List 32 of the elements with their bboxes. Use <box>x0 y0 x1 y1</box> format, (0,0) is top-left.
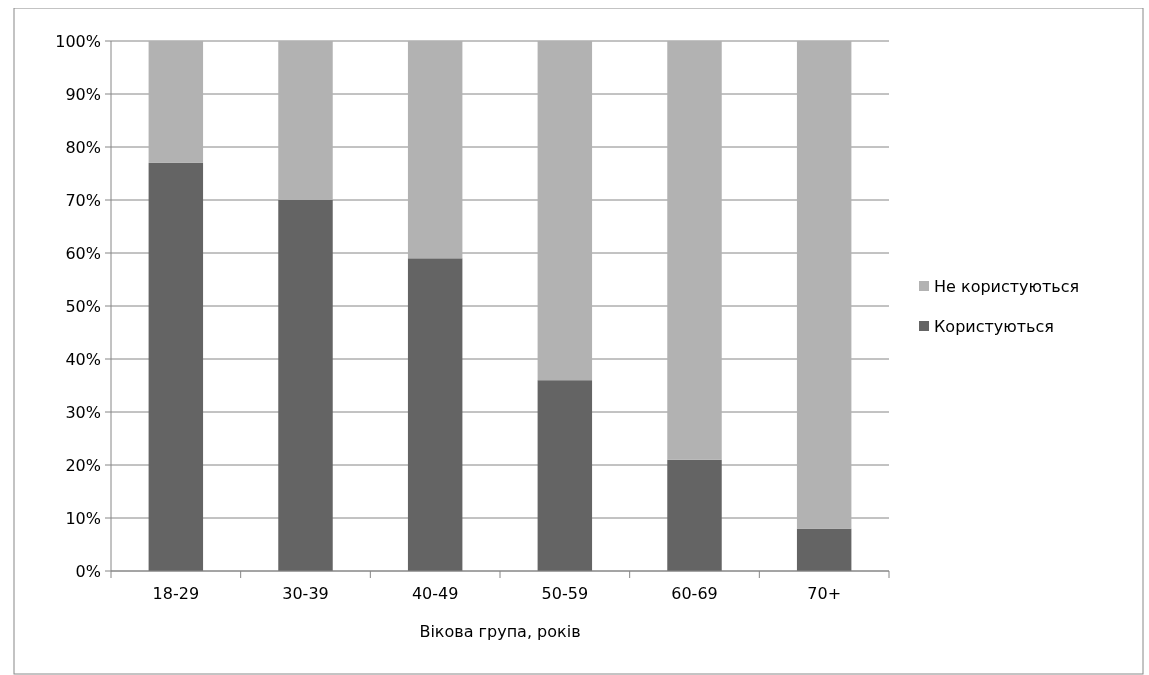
y-tick-label: 10% <box>65 508 101 528</box>
bar <box>278 41 333 200</box>
legend-label: Не користуються <box>934 276 1080 296</box>
bar <box>148 162 204 571</box>
x-tick-label: 40-49 <box>411 584 459 603</box>
x-tick-label: 18-29 <box>152 584 200 603</box>
bar <box>667 459 722 571</box>
y-tick-label: 40% <box>65 349 101 369</box>
y-tick-label: 70% <box>65 190 101 210</box>
bar <box>796 528 852 571</box>
x-tick-label: 70+ <box>807 584 842 603</box>
x-tick-label: 30-39 <box>282 584 329 603</box>
bar <box>407 41 463 259</box>
bar <box>537 380 593 571</box>
y-tick-label: 80% <box>65 137 101 157</box>
bar <box>667 41 722 460</box>
y-tick-label: 0% <box>75 561 101 581</box>
x-tick-label: 50-59 <box>541 584 589 603</box>
y-tick-label: 100% <box>55 31 101 51</box>
y-tick-label: 20% <box>65 455 101 475</box>
bar <box>148 41 204 163</box>
x-tick-label: 60-69 <box>671 584 718 603</box>
legend-label: Користуються <box>934 316 1054 336</box>
y-tick-label: 60% <box>65 243 101 263</box>
y-tick-label: 30% <box>65 402 101 422</box>
x-axis-title: Вікова група, років <box>419 622 581 641</box>
y-tick-label: 50% <box>65 296 101 316</box>
bar <box>278 200 333 571</box>
bar <box>796 41 852 529</box>
y-tick-label: 90% <box>65 84 101 104</box>
bar <box>537 41 593 381</box>
bar <box>407 258 463 571</box>
